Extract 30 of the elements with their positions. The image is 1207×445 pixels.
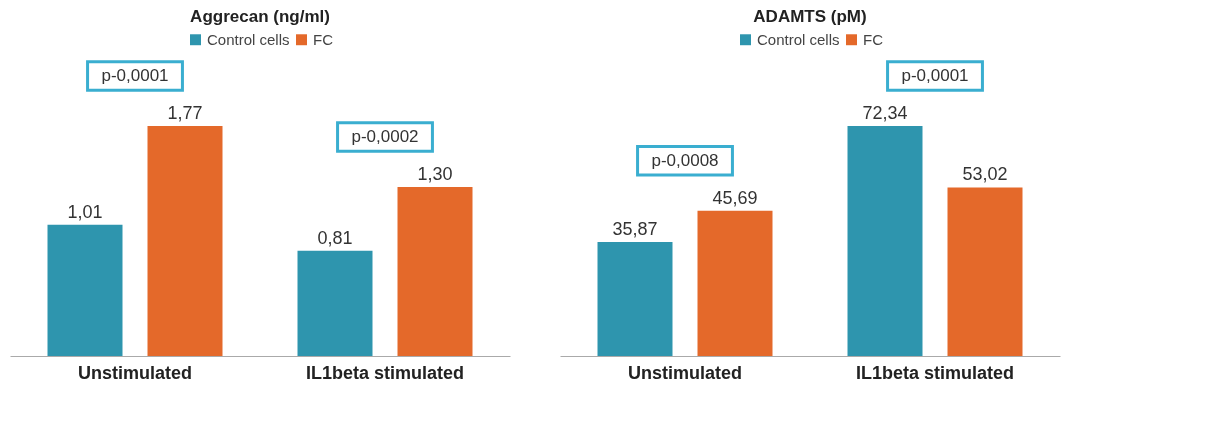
legend-label: FC: [863, 30, 884, 48]
bar: [947, 187, 1023, 356]
chart-title: ADAMTS (pM): [753, 7, 867, 26]
legend-label: Control cells: [757, 30, 840, 48]
x-tick-label: Unstimulated: [77, 362, 193, 383]
bar: [297, 250, 373, 356]
data-label: 1,30: [417, 164, 453, 185]
data-label: 0,81: [317, 227, 353, 248]
data-label: 53,02: [962, 164, 1008, 185]
legend-label: Control cells: [207, 30, 290, 48]
chart-title: Aggrecan (ng/ml): [190, 7, 330, 26]
text: p-0,0001: [901, 66, 969, 85]
text: p-0,0001: [101, 66, 169, 85]
bar: [397, 187, 473, 356]
data-label: 35,87: [612, 218, 658, 239]
data-label: 72,34: [862, 103, 908, 123]
legend-label: FC: [313, 30, 334, 48]
bar: [697, 210, 773, 356]
annotation: p-0,0008: [651, 150, 719, 170]
bar: [597, 241, 673, 356]
data-label: 1,01: [67, 201, 103, 222]
x-tick-label: IL1beta stimulated: [855, 362, 1015, 383]
data-label: 45,69: [712, 187, 758, 208]
bar: [47, 224, 123, 356]
bar: [847, 126, 923, 356]
annotation: p-0,0002: [351, 127, 419, 147]
data-label: 1,77: [167, 103, 203, 123]
x-tick-label: IL1beta stimulated: [305, 362, 465, 383]
bar: [147, 126, 223, 356]
x-tick-label: Unstimulated: [627, 362, 743, 383]
